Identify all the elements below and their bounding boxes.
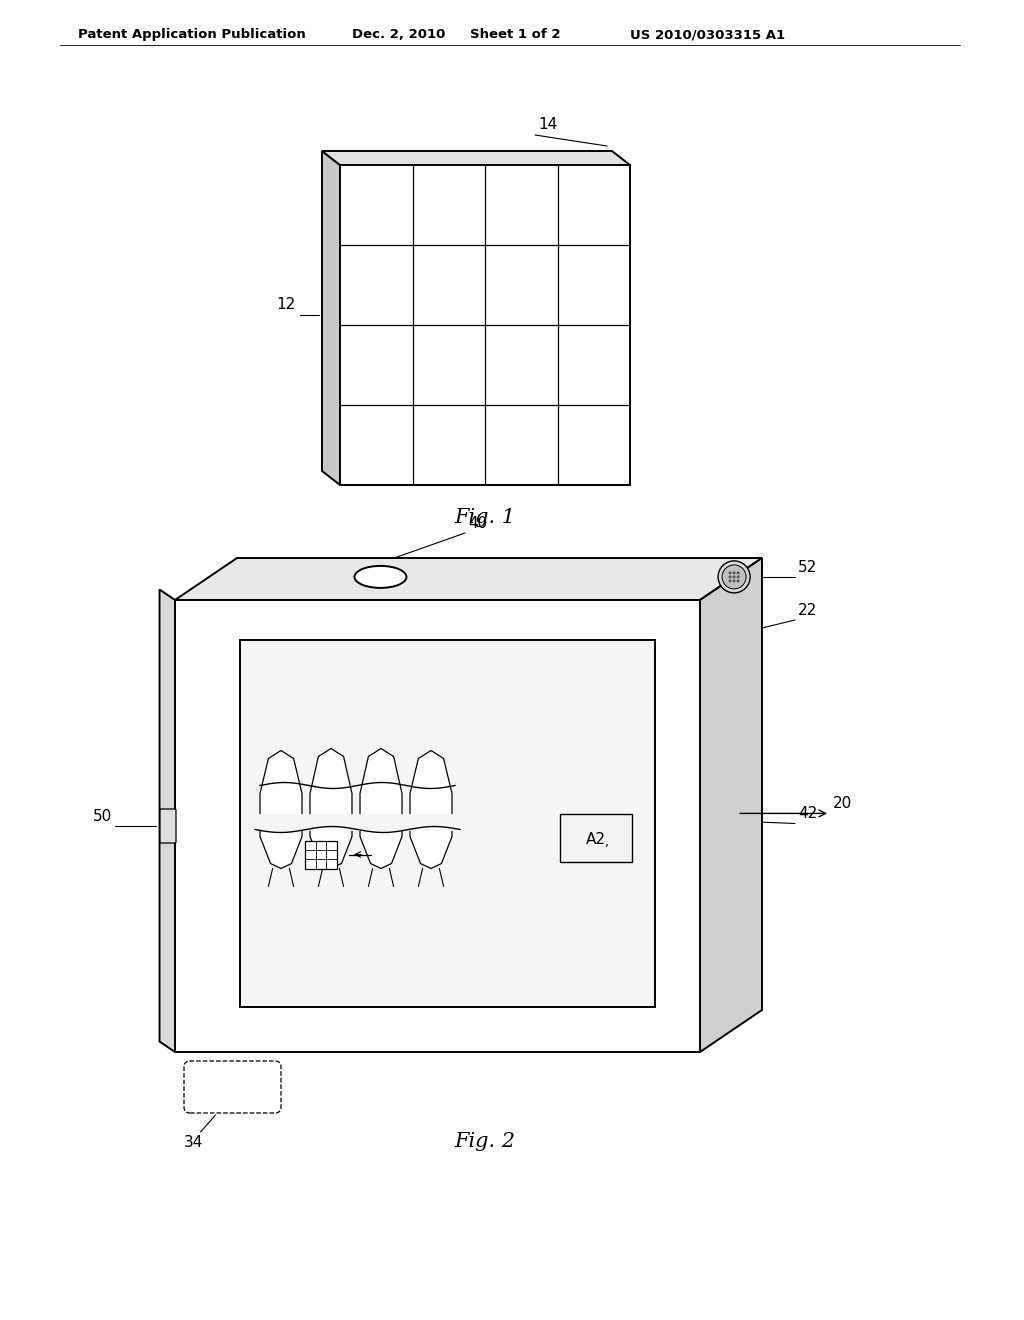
Polygon shape	[322, 150, 340, 484]
Text: 40: 40	[468, 516, 487, 531]
Text: Fig. 2: Fig. 2	[455, 1133, 515, 1151]
Polygon shape	[240, 640, 655, 1007]
Text: 52: 52	[798, 560, 817, 576]
Text: 50: 50	[93, 809, 112, 824]
Polygon shape	[322, 150, 630, 165]
Circle shape	[732, 579, 735, 582]
Polygon shape	[410, 751, 452, 813]
Text: Sheet 1 of 2: Sheet 1 of 2	[470, 28, 560, 41]
Polygon shape	[700, 558, 762, 1052]
Text: 34: 34	[184, 1135, 203, 1150]
Polygon shape	[160, 590, 175, 1052]
Circle shape	[736, 579, 739, 582]
Polygon shape	[560, 813, 632, 862]
Circle shape	[736, 576, 739, 578]
Circle shape	[729, 572, 731, 574]
Text: 46: 46	[370, 1027, 389, 1041]
Polygon shape	[360, 832, 402, 869]
Ellipse shape	[354, 566, 407, 587]
Circle shape	[729, 576, 731, 578]
Text: Patent Application Publication: Patent Application Publication	[78, 28, 306, 41]
Polygon shape	[310, 832, 352, 869]
Text: 44: 44	[624, 993, 643, 1008]
Text: 10: 10	[321, 1027, 340, 1041]
Text: ,: ,	[605, 836, 609, 849]
Polygon shape	[410, 832, 452, 869]
Text: US 2010/0303315 A1: US 2010/0303315 A1	[630, 28, 785, 41]
Polygon shape	[360, 748, 402, 813]
Polygon shape	[260, 751, 302, 813]
Text: A2: A2	[586, 832, 606, 847]
Circle shape	[732, 572, 735, 574]
Circle shape	[722, 565, 746, 589]
Polygon shape	[340, 165, 630, 484]
Polygon shape	[175, 558, 762, 601]
Text: 12: 12	[276, 297, 296, 312]
Circle shape	[729, 579, 731, 582]
Text: Fig. 1: Fig. 1	[455, 508, 515, 527]
Circle shape	[732, 576, 735, 578]
Circle shape	[718, 561, 751, 593]
Text: 14: 14	[538, 117, 557, 132]
Text: 12: 12	[324, 1027, 343, 1041]
Polygon shape	[310, 748, 352, 813]
Text: 42: 42	[798, 807, 817, 821]
Polygon shape	[305, 841, 337, 869]
Text: 22: 22	[798, 603, 817, 618]
Circle shape	[736, 572, 739, 574]
Polygon shape	[260, 832, 302, 869]
FancyBboxPatch shape	[160, 809, 176, 843]
Text: Dec. 2, 2010: Dec. 2, 2010	[352, 28, 445, 41]
Polygon shape	[175, 601, 700, 1052]
Text: 20: 20	[833, 796, 852, 812]
